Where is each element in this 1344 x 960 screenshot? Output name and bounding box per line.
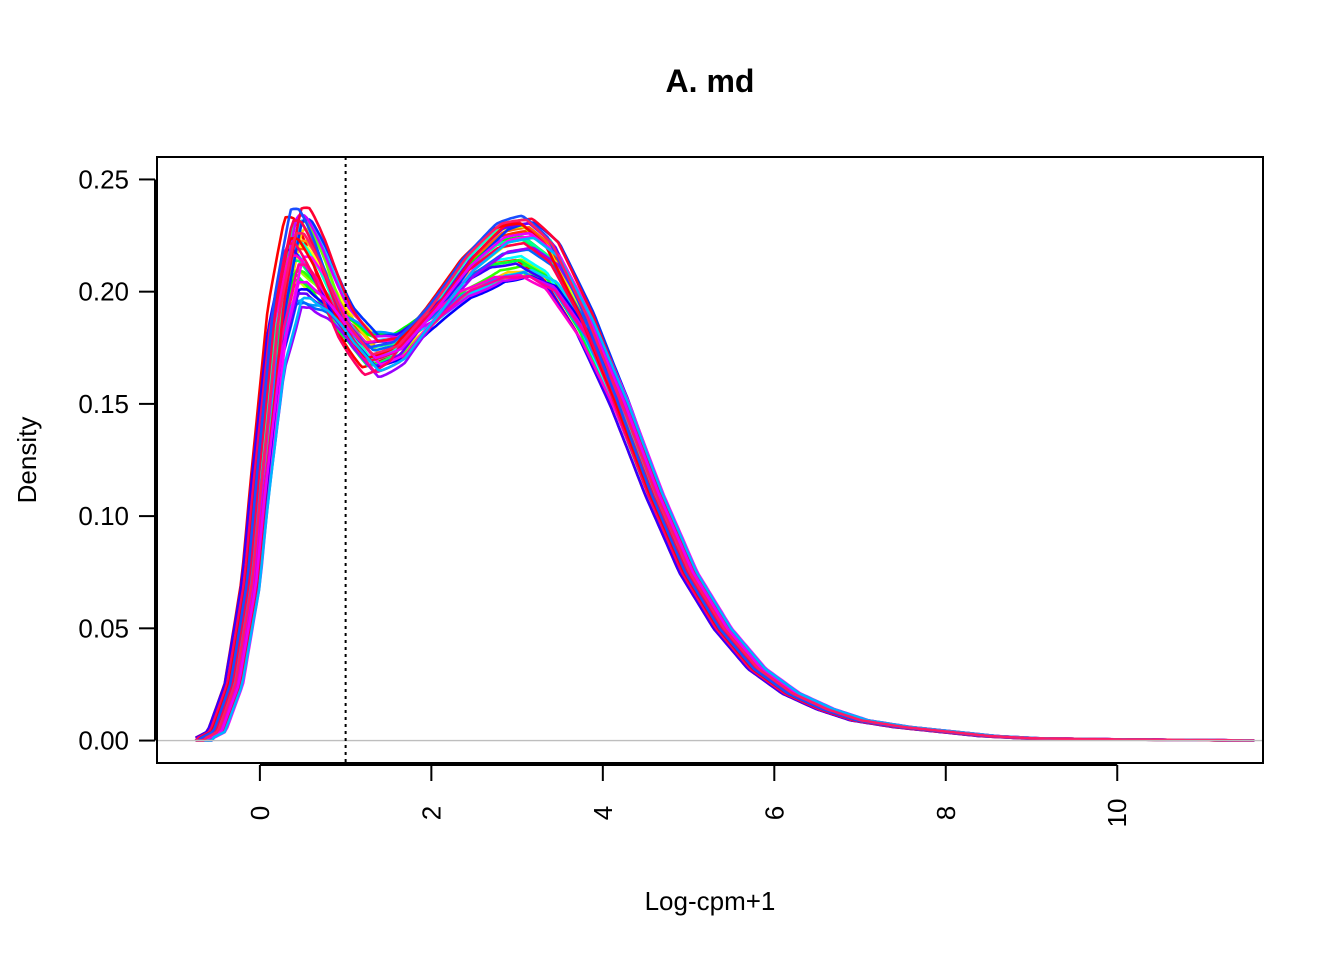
x-axis: 0 2 4 6 8 10 <box>245 764 1132 828</box>
density-series-line <box>195 221 1255 742</box>
y-axis-label: Density <box>12 417 42 504</box>
density-series-line <box>195 222 1255 742</box>
y-tick-label: 0.20 <box>78 277 129 307</box>
y-tick-label: 0.00 <box>78 726 129 756</box>
x-tick-label: 6 <box>759 806 789 820</box>
density-series-line <box>194 215 1255 742</box>
density-series-line <box>195 227 1255 742</box>
density-series-line <box>195 220 1255 742</box>
y-axis: 0.00 0.05 0.10 0.15 0.20 0.25 <box>78 164 156 756</box>
density-series-line <box>195 206 1255 742</box>
density-series-line <box>195 218 1255 742</box>
density-series-line <box>195 225 1255 742</box>
density-series-line <box>195 226 1255 742</box>
y-tick-label: 0.05 <box>78 613 129 643</box>
density-series-line <box>195 218 1255 742</box>
density-series-line <box>195 219 1255 742</box>
density-series-line <box>195 240 1255 742</box>
x-axis-label: Log-cpm+1 <box>645 886 776 916</box>
x-tick-label: 8 <box>931 806 961 820</box>
y-tick-label: 0.10 <box>78 501 129 531</box>
density-series-line <box>194 220 1255 742</box>
x-tick-label: 10 <box>1102 799 1132 828</box>
density-series-line <box>195 222 1255 742</box>
plot-frame <box>156 156 1264 764</box>
density-series-line <box>195 214 1255 742</box>
y-tick-label: 0.15 <box>78 389 129 419</box>
density-series-line <box>195 218 1255 742</box>
density-series-line <box>195 219 1255 742</box>
series-lines <box>194 206 1255 742</box>
x-tick-label: 0 <box>245 806 275 820</box>
x-tick-label: 2 <box>416 806 446 820</box>
x-tick-label: 4 <box>588 806 618 820</box>
density-series-line <box>195 207 1255 742</box>
y-tick-label: 0.25 <box>78 164 129 194</box>
chart-title: A. md <box>666 63 755 99</box>
